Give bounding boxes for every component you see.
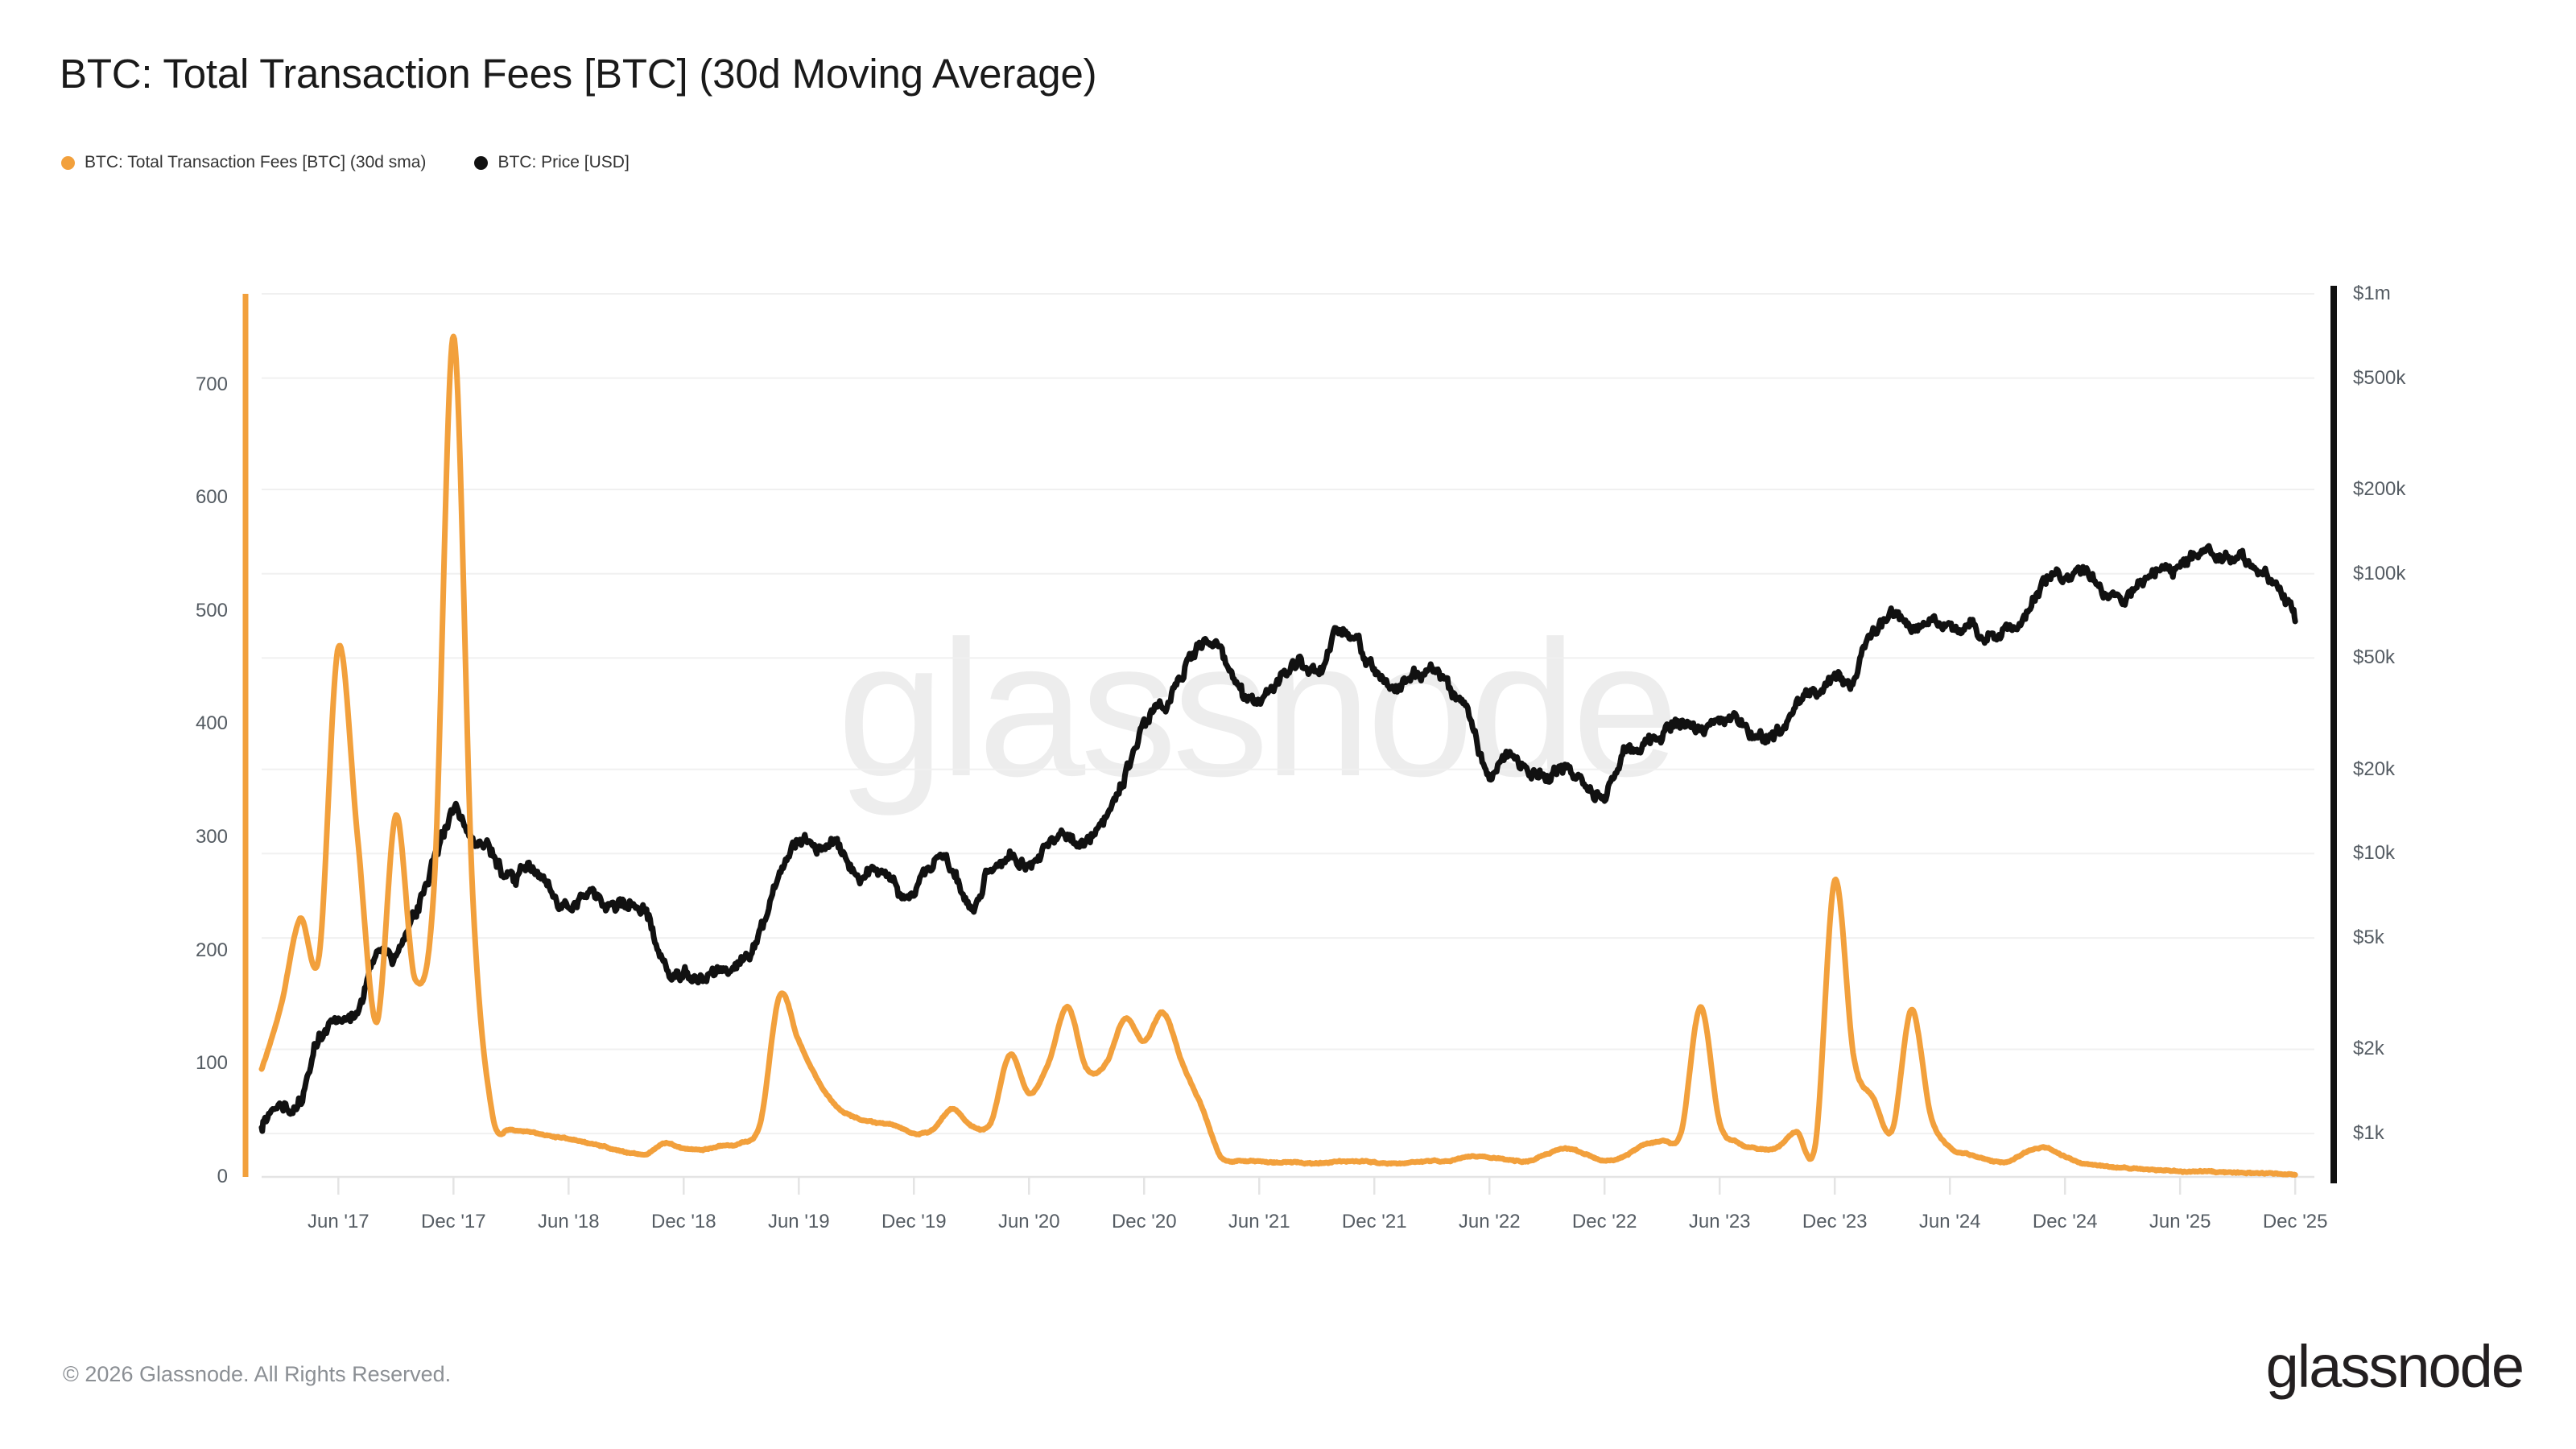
y-tick-label-right: $50k — [2353, 646, 2396, 669]
y-tick-label-left: 100 — [195, 1052, 228, 1075]
x-tick-label: Dec '18 — [650, 1211, 716, 1232]
legend-item-price[interactable]: BTC: Price [USD] — [474, 153, 630, 172]
y-tick-label-left: 0 — [217, 1166, 228, 1187]
x-tick-label: Jun '20 — [997, 1211, 1060, 1232]
x-tick-label: Dec '21 — [1341, 1211, 1407, 1232]
y-tick-label-left: 200 — [195, 939, 228, 961]
glassnode-logo: glassnode — [2265, 1333, 2524, 1400]
y-tick-label-left: 600 — [195, 486, 228, 509]
x-tick-label: Jun '24 — [1918, 1211, 1981, 1232]
y-tick-label-left: 700 — [195, 373, 228, 395]
y-tick-label-right: $20k — [2353, 758, 2396, 780]
y-tick-label-left: 400 — [195, 712, 228, 735]
y-tick-label-right: $10k — [2353, 842, 2396, 865]
x-tick-label: Jun '25 — [2149, 1211, 2211, 1232]
y-tick-label-right: $100k — [2353, 562, 2406, 584]
chart-legend: BTC: Total Transaction Fees [BTC] (30d s… — [61, 153, 630, 172]
y-tick-label-right: $2k — [2353, 1038, 2384, 1060]
x-tick-label: Dec '24 — [2032, 1211, 2098, 1232]
x-tick-label: Jun '17 — [307, 1211, 369, 1232]
y-tick-label-right: $1k — [2353, 1122, 2384, 1145]
y-tick-label-left: 300 — [195, 826, 228, 848]
y-tick-label-right: $5k — [2353, 927, 2384, 949]
x-tick-label: Jun '18 — [537, 1211, 600, 1232]
footer-copyright: © 2026 Glassnode. All Rights Reserved. — [63, 1362, 452, 1386]
y-tick-label-left: 500 — [195, 599, 228, 621]
x-tick-label: Jun '23 — [1688, 1211, 1751, 1232]
x-tick-label: Dec '17 — [421, 1211, 486, 1232]
x-tick-label: Jun '22 — [1458, 1211, 1521, 1232]
x-tick-label: Dec '19 — [881, 1211, 947, 1232]
circle-marker-icon — [474, 155, 489, 170]
price-line — [258, 543, 2298, 1134]
fees-line — [258, 333, 2298, 1179]
legend-label-fees: BTC: Total Transaction Fees [BTC] (30d s… — [85, 153, 427, 171]
x-tick-label: Dec '22 — [1571, 1211, 1637, 1232]
y-tick-label-right: $500k — [2353, 366, 2406, 389]
legend-item-fees[interactable]: BTC: Total Transaction Fees [BTC] (30d s… — [61, 153, 426, 172]
page-title: BTC: Total Transaction Fees [BTC] (30d M… — [60, 51, 1097, 97]
x-tick-label: Jun '19 — [767, 1211, 830, 1232]
circle-marker-icon — [61, 155, 75, 170]
x-tick-label: Dec '20 — [1111, 1211, 1177, 1232]
y-tick-label-right: $1m — [2353, 283, 2391, 304]
x-tick-label: Dec '23 — [1802, 1211, 1868, 1232]
y-tick-label-right: $200k — [2353, 478, 2406, 501]
x-tick-label: Jun '21 — [1228, 1211, 1290, 1232]
legend-label-price: BTC: Price [USD] — [497, 153, 630, 171]
x-tick-label: Dec '25 — [2262, 1211, 2328, 1232]
